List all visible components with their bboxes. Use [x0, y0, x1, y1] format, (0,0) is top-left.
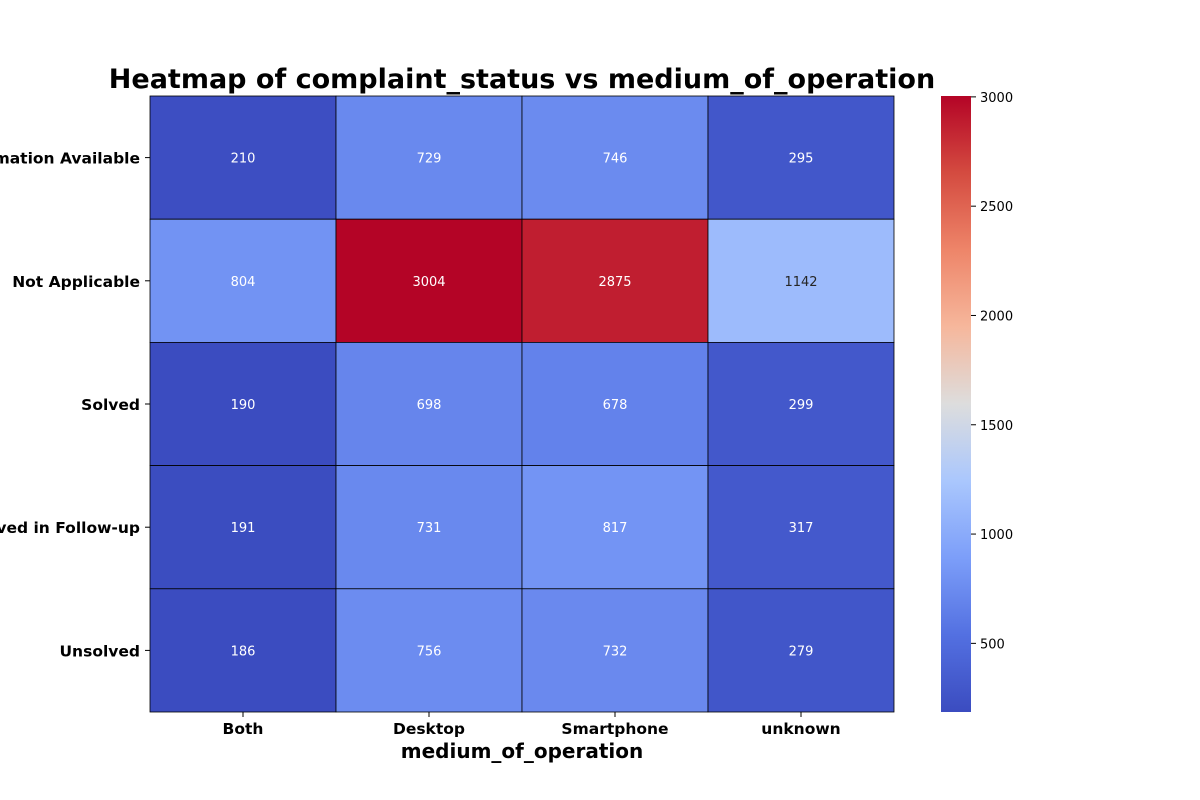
heatmap-cells: [149, 95, 895, 713]
heatmap-cell: [707, 218, 895, 343]
y-tick-labels: Information Available Not Applicable Solve…: [0, 150, 150, 660]
heatmap-cell-label: 299: [789, 398, 814, 413]
heatmap-cell-label: 210: [231, 152, 256, 167]
y-tick-label: Not Applicable: [12, 273, 140, 291]
heatmap-cell-label: 746: [603, 152, 628, 167]
y-tick-label: Solved in Follow-up: [0, 519, 140, 537]
x-tick-label: Desktop: [393, 720, 465, 738]
heatmap-cell-labels: 210 729 746 295 804 3004 2875 1142 190 698 678 299 1…: [231, 152, 818, 660]
heatmap-cell: [521, 588, 709, 713]
heatmap-cell: [335, 218, 523, 343]
heatmap-cell: [335, 95, 523, 220]
colorbar-gradient: [941, 96, 971, 712]
colorbar-tick-label: 1000: [980, 528, 1013, 543]
heatmap-cell-label: 190: [231, 398, 256, 413]
heatmap-cell-label: 729: [417, 152, 442, 167]
heatmap-cell-label: 1142: [784, 275, 817, 290]
y-tick-label: Information Available: [0, 150, 140, 168]
y-tick-label: Solved: [81, 396, 140, 414]
x-tick-label: Smartphone: [561, 720, 668, 738]
x-tick-labels: Both Desktop Smartphone unknown: [223, 712, 841, 738]
heatmap-cell-label: 186: [231, 644, 256, 659]
heatmap-cell: [335, 588, 523, 713]
heatmap-cell: [149, 588, 337, 713]
chart-title: Heatmap of complaint_status vs medium_of…: [109, 64, 935, 95]
heatmap-cell-label: 804: [231, 275, 256, 290]
heatmap-cell: [707, 465, 895, 590]
heatmap-cell: [707, 95, 895, 220]
heatmap-cell: [149, 465, 337, 590]
heatmap-cell-label: 279: [789, 644, 814, 659]
heatmap-cell-label: 678: [603, 398, 628, 413]
heatmap-cell-label: 3004: [412, 275, 445, 290]
heatmap-cell-label: 698: [417, 398, 442, 413]
heatmap-cell: [335, 465, 523, 590]
heatmap-cell-label: 317: [789, 521, 814, 536]
x-axis-label: medium_of_operation: [401, 739, 643, 763]
heatmap-cell-label: 731: [417, 521, 442, 536]
y-tick-label: Unsolved: [59, 642, 140, 660]
heatmap-cell-label: 2875: [598, 275, 631, 290]
heatmap-cell: [335, 341, 523, 466]
heatmap-cell: [707, 588, 895, 713]
heatmap-cell: [521, 218, 709, 343]
heatmap-cell: [521, 95, 709, 220]
x-tick-label: unknown: [761, 720, 840, 738]
colorbar-tick-label: 2500: [980, 200, 1013, 215]
colorbar: 500 1000 1500 2000 2500 3000: [941, 91, 1013, 712]
heatmap-cell-label: 756: [417, 644, 442, 659]
heatmap-cell: [149, 218, 337, 343]
heatmap-cell-label: 295: [789, 152, 814, 167]
heatmap-cell-label: 732: [603, 644, 628, 659]
heatmap-cell: [521, 465, 709, 590]
heatmap-cell-label: 817: [603, 521, 628, 536]
colorbar-tick-label: 500: [980, 637, 1005, 652]
heatmap-cell: [707, 341, 895, 466]
heatmap-cell-label: 191: [231, 521, 256, 536]
heatmap-cell: [149, 95, 337, 220]
colorbar-tick-label: 3000: [980, 91, 1013, 106]
x-tick-label: Both: [223, 720, 264, 738]
colorbar-tick-label: 2000: [980, 309, 1013, 324]
colorbar-tick-label: 1500: [980, 419, 1013, 434]
